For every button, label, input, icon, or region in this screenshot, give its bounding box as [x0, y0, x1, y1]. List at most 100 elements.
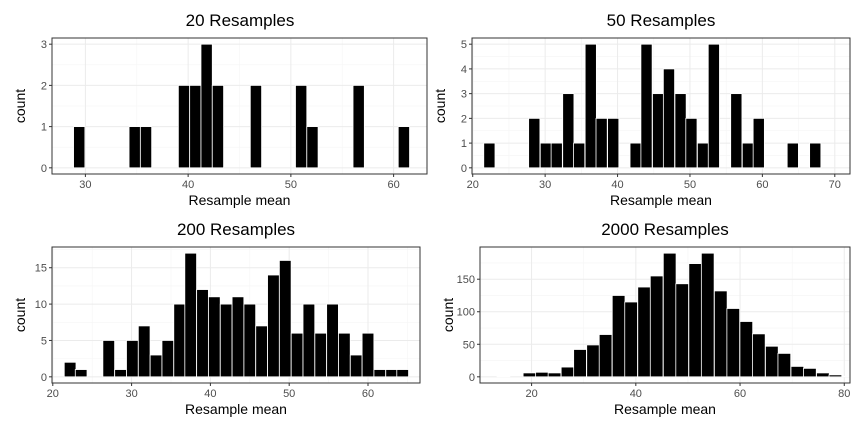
histogram-bar — [352, 84, 365, 169]
panel-border — [471, 37, 851, 175]
x-tick-label: 40 — [182, 179, 194, 191]
histogram-bar — [700, 252, 715, 378]
histogram-panel-4: 20 40 60 80 0 50 100 150 2000 Resamples Resample … — [440, 220, 856, 417]
histogram-bar — [573, 142, 586, 169]
histogram-bar — [184, 252, 197, 378]
x-tick-label: 40 — [630, 388, 642, 400]
histogram-bar — [726, 308, 741, 378]
histogram-bar — [562, 93, 575, 169]
histogram-bar — [637, 286, 651, 378]
histogram-bar — [73, 126, 86, 169]
histogram-bars — [63, 252, 409, 378]
histogram-bar — [200, 43, 213, 169]
histogram-bar — [649, 275, 664, 378]
histogram-bar — [128, 126, 141, 169]
x-tick-label: 60 — [734, 388, 746, 400]
x-tick-label: 30 — [125, 388, 137, 400]
histogram-bar — [189, 84, 202, 169]
chart-title: 20 Resamples — [186, 11, 295, 30]
y-axis-title: count — [432, 89, 448, 123]
histogram-bar — [161, 340, 175, 378]
histogram-bar — [219, 303, 233, 378]
histogram-bar — [739, 321, 754, 378]
histogram-bar — [611, 295, 626, 378]
x-tick-label: 50 — [684, 179, 696, 191]
histogram-bar — [385, 369, 398, 378]
histogram-bar — [685, 117, 698, 169]
histogram-bar — [730, 93, 743, 169]
histogram-bar — [652, 93, 665, 169]
x-tick-label: 20 — [467, 179, 479, 191]
histogram-bar — [243, 303, 257, 378]
x-axis: 20 30 40 50 60 — [47, 383, 374, 400]
x-tick-label: 60 — [362, 388, 374, 400]
panel-border — [479, 246, 851, 384]
histogram-bar — [326, 303, 339, 378]
y-axis-title: count — [12, 89, 28, 123]
histogram-bar — [752, 117, 765, 169]
histogram-bar — [102, 340, 116, 378]
x-axis-title: Resample mean — [614, 401, 716, 417]
y-tick-label: 10 — [35, 299, 47, 311]
histogram-panel-1: 30 40 50 60 0 1 2 3 20 Resamples Resample mean cou… — [12, 11, 428, 208]
x-tick-label: 20 — [525, 388, 537, 400]
histogram-bar — [314, 332, 327, 378]
histogram-bar — [752, 333, 766, 378]
histogram-bar — [173, 303, 186, 378]
y-tick-label: 0 — [41, 163, 47, 175]
y-tick-label: 4 — [461, 64, 467, 76]
y-tick-label: 0 — [461, 163, 467, 175]
x-tick-label: 40 — [204, 388, 216, 400]
x-tick-label: 60 — [387, 179, 399, 191]
histogram-bar — [231, 296, 245, 378]
histogram-bar — [816, 372, 830, 378]
y-axis: 0 1 2 3 4 5 — [461, 39, 472, 175]
histogram-bar — [338, 332, 351, 378]
histogram-bar — [373, 369, 387, 378]
histogram-bar — [249, 84, 262, 169]
x-tick-label: 50 — [283, 388, 295, 400]
histogram-bar — [63, 361, 77, 378]
histogram-bar — [255, 325, 268, 378]
histogram-bar — [177, 84, 191, 169]
x-axis-title: Resample mean — [610, 192, 712, 208]
x-axis: 30 40 50 60 — [79, 174, 400, 191]
histogram-bar — [560, 366, 575, 378]
histogram-bar — [629, 142, 642, 169]
histogram-bar — [674, 93, 687, 169]
histogram-bar — [547, 372, 562, 378]
histogram-bar — [688, 263, 703, 378]
histogram-bar — [114, 369, 127, 378]
histogram-bar — [595, 117, 608, 169]
y-axis-title: count — [440, 298, 456, 332]
histogram-bar — [713, 290, 728, 378]
x-tick-label: 30 — [539, 179, 551, 191]
x-tick-label: 80 — [838, 388, 850, 400]
panel-border — [51, 246, 421, 384]
x-tick-label: 50 — [285, 179, 297, 191]
histogram-bar — [396, 369, 409, 378]
histogram-bar — [278, 260, 292, 378]
histogram-bar — [528, 117, 541, 169]
x-axis: 20 40 60 80 — [525, 383, 850, 400]
histogram-bars — [496, 252, 856, 378]
histogram-bar — [696, 142, 710, 169]
y-tick-label: 3 — [41, 39, 47, 51]
histogram-bar — [809, 142, 822, 169]
histogram-bar — [208, 296, 221, 378]
histogram-bar — [662, 68, 675, 169]
histogram-bar — [306, 126, 319, 169]
histogram-bar — [196, 289, 209, 378]
histogram-bar — [295, 84, 308, 169]
histogram-bar — [584, 43, 597, 169]
histogram-bar — [535, 371, 549, 378]
y-tick-label: 1 — [41, 122, 47, 134]
histogram-bar — [790, 366, 805, 378]
histogram-bar — [550, 142, 563, 169]
histogram-bar — [841, 375, 856, 378]
x-tick-label: 30 — [79, 179, 91, 191]
histogram-bar — [777, 352, 792, 378]
x-axis-title: Resample mean — [189, 192, 291, 208]
histogram-bar — [397, 126, 410, 169]
histogram-bar — [349, 354, 363, 378]
